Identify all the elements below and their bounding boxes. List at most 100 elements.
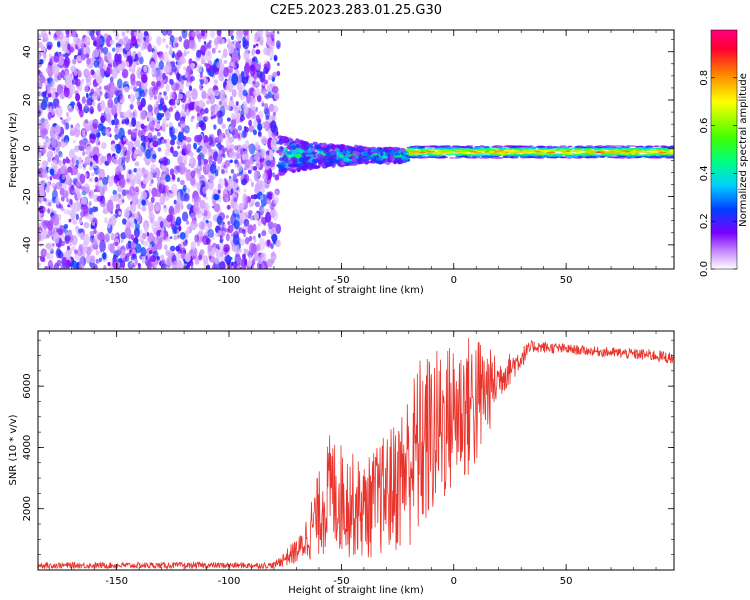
heatmap-cell: [344, 162, 351, 166]
heatmap-cell: [43, 197, 47, 202]
heatmap-cell: [40, 198, 44, 202]
heatmap-cell: [273, 56, 278, 61]
heatmap-cell: [226, 204, 231, 210]
heatmap-cell: [174, 111, 181, 122]
heatmap-cell: [247, 169, 252, 174]
heatmap-cell: [128, 66, 133, 72]
heatmap-cell: [621, 150, 628, 152]
heatmap-cell: [624, 149, 632, 151]
heatmap-cell: [297, 167, 301, 173]
heatmap-cell: [506, 152, 514, 155]
heatmap-cell: [125, 119, 130, 125]
heatmap-cell: [69, 199, 73, 205]
heatmap-cell: [553, 155, 558, 158]
heatmap-cell: [260, 148, 267, 158]
heatmap-cell: [363, 150, 368, 156]
y-tick-label: 2000: [22, 496, 33, 521]
heatmap-cell: [180, 57, 186, 64]
heatmap-cell: [153, 95, 157, 100]
heatmap-cell: [113, 254, 117, 259]
heatmap-cell: [178, 265, 184, 269]
heatmap-cell: [307, 151, 312, 155]
heatmap-cell: [190, 220, 197, 231]
heatmap-cell: [251, 181, 254, 188]
heatmap-cell: [163, 204, 167, 209]
heatmap-cell: [161, 254, 165, 260]
heatmap-cell: [64, 235, 71, 242]
heatmap-cell: [605, 145, 613, 147]
heatmap-cell: [128, 244, 132, 249]
heatmap-cell: [168, 193, 174, 199]
heatmap-cell: [242, 193, 248, 205]
heatmap-cell: [84, 85, 89, 93]
heatmap-cell: [203, 41, 207, 45]
colorbar-tick-label: 0.4: [699, 165, 710, 181]
heatmap-cell: [75, 123, 80, 131]
heatmap-cell: [158, 95, 162, 99]
heatmap-cell: [135, 91, 139, 99]
heatmap-cell: [252, 235, 256, 240]
heatmap-cell: [175, 82, 180, 91]
heatmap-cell: [255, 63, 262, 71]
heatmap-cell: [180, 111, 184, 117]
heatmap-cell: [209, 163, 217, 174]
heatmap-cell: [268, 103, 275, 112]
heatmap-cell: [61, 174, 66, 180]
heatmap-cell: [395, 157, 402, 163]
heatmap-cell: [43, 220, 50, 227]
heatmap-cell: [205, 220, 209, 224]
heatmap-cell: [38, 232, 42, 242]
heatmap-cell: [141, 255, 146, 264]
heatmap-cell: [202, 158, 209, 165]
heatmap-cell: [241, 178, 247, 186]
heatmap-cell: [257, 220, 262, 227]
heatmap-cell: [276, 70, 281, 77]
heatmap-cell: [311, 158, 319, 163]
heatmap-cell: [253, 239, 257, 243]
heatmap-cell: [140, 190, 148, 201]
heatmap-cell: [334, 148, 341, 153]
heatmap-cell: [231, 117, 237, 127]
heatmap-cell: [132, 111, 136, 117]
heatmap-cell: [514, 154, 524, 157]
heatmap-cell: [261, 100, 264, 104]
heatmap-cell: [265, 211, 272, 223]
heatmap-cell: [159, 220, 164, 229]
heatmap-cell: [109, 76, 114, 83]
heatmap-cell: [75, 78, 81, 87]
heatmap-cell: [579, 146, 589, 149]
heatmap-cell: [171, 223, 175, 230]
heatmap-cell: [539, 153, 544, 155]
heatmap-cell: [90, 108, 95, 114]
heatmap-cell: [203, 134, 209, 145]
heatmap-cell: [613, 148, 619, 151]
heatmap-cell: [151, 235, 156, 243]
heatmap-cell: [483, 146, 488, 149]
heatmap-cell: [58, 141, 62, 148]
heatmap-cell: [165, 174, 171, 183]
heatmap-cell: [38, 41, 43, 49]
heatmap-cell: [107, 261, 111, 267]
heatmap-cell: [85, 151, 88, 155]
heatmap-cell: [468, 150, 476, 153]
heatmap-cell: [182, 184, 187, 192]
heatmap-cell: [126, 30, 130, 34]
heatmap-cell: [47, 202, 52, 207]
heatmap-cell: [258, 35, 264, 46]
heatmap-cell: [97, 168, 102, 173]
heatmap-cell: [259, 71, 266, 83]
heatmap-cell: [223, 223, 227, 229]
heatmap-cell: [63, 208, 70, 215]
heatmap-cell: [630, 148, 639, 150]
heatmap-cell: [236, 144, 244, 158]
heatmap-cell: [44, 137, 51, 148]
heatmap-cell: [177, 145, 181, 149]
heatmap-cell: [243, 258, 248, 266]
heatmap-cell: [204, 142, 209, 148]
heatmap-cell: [83, 166, 86, 171]
heatmap-cell: [323, 144, 327, 148]
heatmap-cell: [655, 148, 662, 150]
heatmap-cell: [133, 80, 138, 89]
heatmap-cell: [183, 38, 190, 50]
heatmap-cell: [41, 91, 46, 98]
